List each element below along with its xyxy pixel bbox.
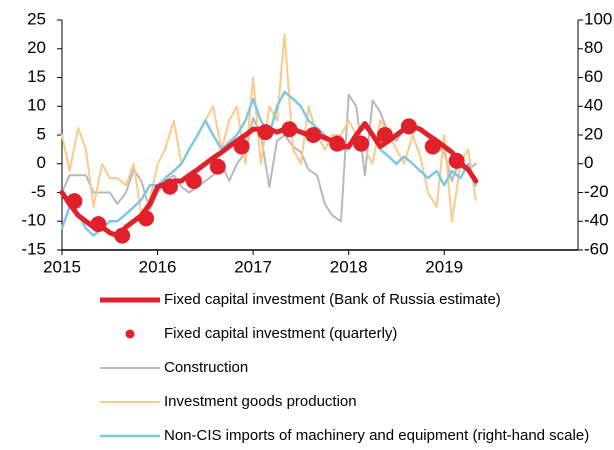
y2-tick-label: 80	[584, 38, 603, 57]
legend-label: Fixed capital investment (quarterly)	[164, 325, 397, 342]
y-tick-label: 15	[27, 67, 46, 86]
legend-marker	[125, 329, 135, 339]
y-tick-label: 5	[37, 124, 46, 143]
y-tick-label: -10	[21, 211, 46, 230]
y2-tick-label: -40	[584, 211, 609, 230]
x-tick-label: 2018	[330, 257, 368, 276]
legend-label: Construction	[164, 359, 248, 376]
marker	[376, 127, 393, 143]
y-tick-label: 0	[37, 153, 46, 172]
y-tick-label: -15	[21, 239, 46, 258]
marker	[66, 193, 83, 210]
x-tick-label: 2017	[234, 257, 272, 276]
series-line	[61, 33, 477, 223]
x-tick-label: 2019	[425, 257, 463, 276]
marker	[233, 138, 250, 155]
y-tick-label: 25	[27, 9, 46, 28]
marker	[161, 178, 178, 195]
marker	[281, 121, 298, 138]
marker	[400, 118, 417, 135]
y2-tick-label: -60	[584, 239, 609, 258]
y2-tick-label: 100	[584, 9, 612, 28]
marker	[209, 158, 226, 175]
x-tick-label: 2016	[139, 257, 177, 276]
legend-label: Investment goods production	[164, 393, 357, 410]
marker	[448, 152, 465, 169]
marker	[257, 124, 274, 141]
marker	[353, 135, 370, 152]
y2-tick-label: 40	[584, 96, 603, 115]
marker	[424, 138, 441, 155]
marker	[305, 127, 322, 143]
y-tick-label: -5	[31, 182, 46, 201]
y2-tick-label: 20	[584, 124, 603, 143]
marker	[114, 227, 131, 244]
marker	[90, 216, 107, 233]
marker	[138, 210, 155, 227]
marker	[185, 173, 202, 189]
legend-label: Fixed capital investment (Bank of Russia…	[164, 291, 501, 308]
y2-tick-label: -20	[584, 182, 609, 201]
y2-tick-label: 60	[584, 67, 603, 86]
y-tick-label: 20	[27, 38, 46, 57]
y2-tick-label: 0	[584, 153, 593, 172]
marker	[329, 135, 346, 152]
x-tick-label: 2015	[43, 257, 81, 276]
y-tick-label: 10	[27, 96, 46, 115]
legend-label: Non-CIS imports of machinery and equipme…	[164, 427, 589, 444]
